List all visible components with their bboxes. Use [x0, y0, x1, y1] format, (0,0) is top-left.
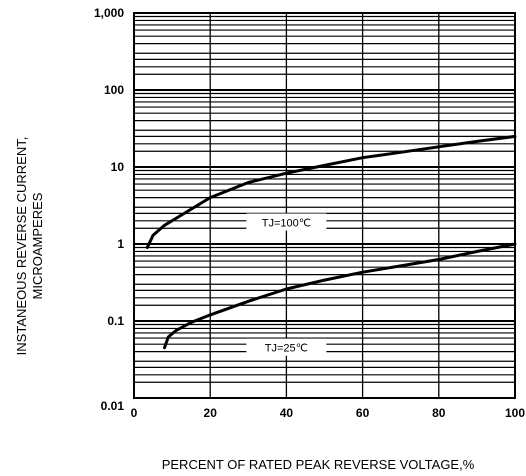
x-tick-label: 80 [432, 406, 446, 420]
x-axis-label: PERCENT OF RATED PEAK REVERSE VOLTAGE,% [162, 457, 475, 472]
curve-label-background [246, 338, 327, 356]
x-tick-label: 0 [131, 406, 138, 420]
y-axis-label-line1: INSTANEOUS REVERSE CURRENT, [14, 137, 29, 356]
x-tick-labels: 0 20 40 60 80 100 [131, 406, 526, 420]
y-tick-label: 0.01 [101, 399, 125, 413]
x-tick-label: 100 [505, 406, 525, 420]
y-axis-label-line2: MICROAMPERES [30, 192, 45, 299]
series-curve [163, 242, 517, 350]
curve-label: TJ=25℃ [265, 343, 308, 355]
series-curves [145, 134, 517, 350]
x-tick-label: 40 [280, 406, 294, 420]
y-tick-label: 10 [111, 160, 125, 174]
curve-label: TJ=100℃ [262, 218, 311, 230]
y-tick-label: 0.1 [107, 314, 124, 328]
y-tick-label: 100 [104, 83, 124, 97]
y-tick-labels: 0.01 0.1 1 10 100 1,000 [94, 6, 124, 413]
curve-labels: TJ=100℃ TJ=25℃ [246, 213, 327, 356]
x-tick-label: 20 [204, 406, 218, 420]
series-curve [145, 134, 517, 249]
plot-border [133, 12, 516, 399]
y-tick-label: 1,000 [94, 6, 124, 20]
y-tick-label: 1 [117, 237, 124, 251]
x-tick-label: 60 [356, 406, 370, 420]
curve-label-background [246, 213, 327, 231]
plot-frame [133, 12, 516, 399]
y-axis-label: INSTANEOUS REVERSE CURRENT, MICROAMPERES [14, 137, 45, 356]
